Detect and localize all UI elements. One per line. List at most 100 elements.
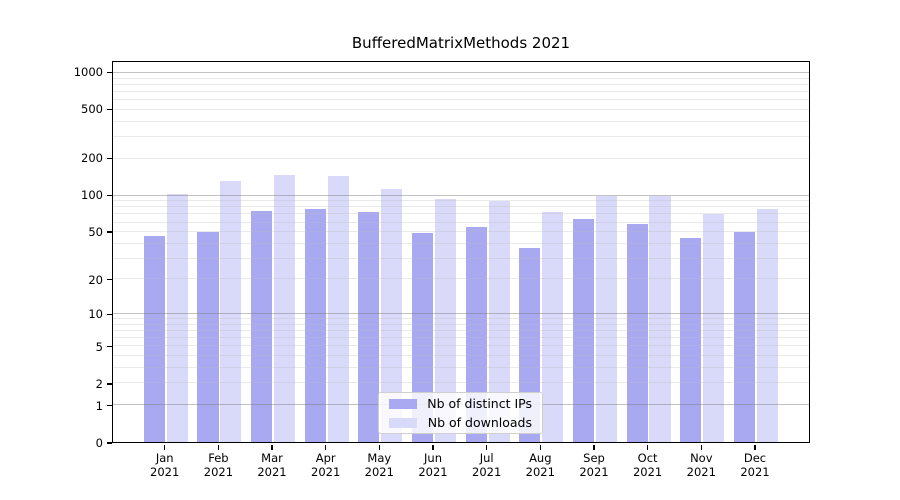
legend: Nb of distinct IPs Nb of downloads [378,392,543,434]
x-tick-mark [486,444,488,450]
gridline-minor [113,242,809,244]
x-tick-mark [271,444,273,450]
x-tick-label: Mar 2021 [257,451,287,479]
gridline-minor [113,257,809,259]
x-tick-label: Aug 2021 [525,451,555,479]
x-tick-label: Oct 2021 [632,451,663,479]
x-tick-label: Apr 2021 [311,451,341,479]
bar-downloads [703,214,725,442]
x-tick-label: Jan 2021 [150,451,180,479]
y-tick-label: 0 [95,436,103,450]
x-tick-label: Jun 2021 [418,451,448,479]
y-tick-mark [107,194,112,196]
bar-distinct-ips [304,208,326,442]
y-tick-label: 1000 [73,65,103,80]
x-tick-label: Feb 2021 [203,451,234,479]
y-tick-label: 2 [95,377,103,391]
gridline-minor [113,157,809,159]
gridline-minor [113,99,809,101]
x-tick-mark [217,444,220,450]
legend-label-downloads: Nb of downloads [427,415,532,430]
bar-downloads [595,195,617,442]
y-tick-label: 10 [88,307,103,322]
x-tick-mark [539,444,541,450]
x-tick-label: May 2021 [364,451,394,479]
bar-downloads [434,199,456,442]
x-tick-label: Dec 2021 [740,451,770,479]
y-tick-label: 1 [95,398,103,413]
bar-downloads [381,189,403,442]
y-tick-mark [107,278,112,281]
gridline-major [113,194,809,196]
gridline-minor [113,323,809,325]
x-tick-mark [378,444,380,450]
gridline-minor [113,318,809,320]
bar-downloads [166,194,188,442]
gridline-minor [113,221,809,223]
gridline-minor [113,91,809,93]
legend-item-downloads: Nb of downloads [385,413,536,432]
gridline-minor [113,345,809,347]
bar-distinct-ips [573,219,595,442]
gridline-minor [113,84,809,86]
y-tick-mark [107,157,112,160]
legend-swatch-downloads [389,417,417,428]
y-tick-label: 5 [95,339,103,354]
gridline-minor [113,231,809,233]
bar-distinct-ips [626,224,648,442]
bar-distinct-ips [143,236,165,442]
gridline-minor [113,136,809,138]
y-tick-mark [107,108,112,111]
gridline-minor [113,213,809,215]
bar-distinct-ips [465,227,487,442]
gridline-minor [113,200,809,202]
y-tick-label: 100 [81,188,103,203]
x-tick-label: Jul 2021 [472,451,502,479]
bar-distinct-ips [358,211,380,442]
gridline-minor [113,382,809,384]
gridline-minor [113,121,809,123]
y-tick-mark [107,71,112,73]
bar-downloads [488,200,510,442]
y-tick-label: 20 [88,272,103,287]
bar-downloads [273,174,295,442]
gridline-minor [113,206,809,208]
bar-downloads [542,212,564,442]
gridline-minor [113,337,809,339]
legend-swatch-distinct-ips [389,398,417,409]
gridline-minor [113,278,809,280]
bar-distinct-ips [412,233,434,442]
plot-area [112,61,810,443]
x-tick-mark [646,444,649,450]
gridline-minor [113,355,809,357]
x-tick-mark [593,444,595,450]
y-tick-mark [107,313,112,315]
y-tick-label: 50 [88,225,103,239]
y-tick-mark [107,231,112,233]
bar-distinct-ips [251,210,273,442]
gridline-minor [113,109,809,111]
gridline-minor [113,77,809,79]
x-tick-mark [164,444,166,450]
gridline-major [113,72,809,74]
x-tick-mark [325,444,327,450]
y-tick-label: 200 [81,151,103,166]
y-tick-label: 500 [81,102,103,117]
bar-downloads [327,175,349,442]
legend-label-distinct-ips: Nb of distinct IPs [427,396,532,411]
gridline-minor [113,367,809,368]
bar-distinct-ips [734,232,756,442]
y-tick-mark [107,405,112,407]
bar-downloads [756,208,778,442]
bar-downloads [649,195,671,442]
bar-distinct-ips [197,232,219,442]
x-tick-label: Sep 2021 [579,451,609,479]
gridline-major [113,313,809,314]
y-tick-mark [107,442,112,444]
y-tick-mark [107,383,112,385]
chart-title: BufferedMatrixMethods 2021 [351,34,571,52]
bar-downloads [220,181,242,442]
legend-item-distinct-ips: Nb of distinct IPs [385,394,536,413]
x-tick-label: Nov 2021 [686,451,716,479]
x-tick-mark [754,444,756,450]
